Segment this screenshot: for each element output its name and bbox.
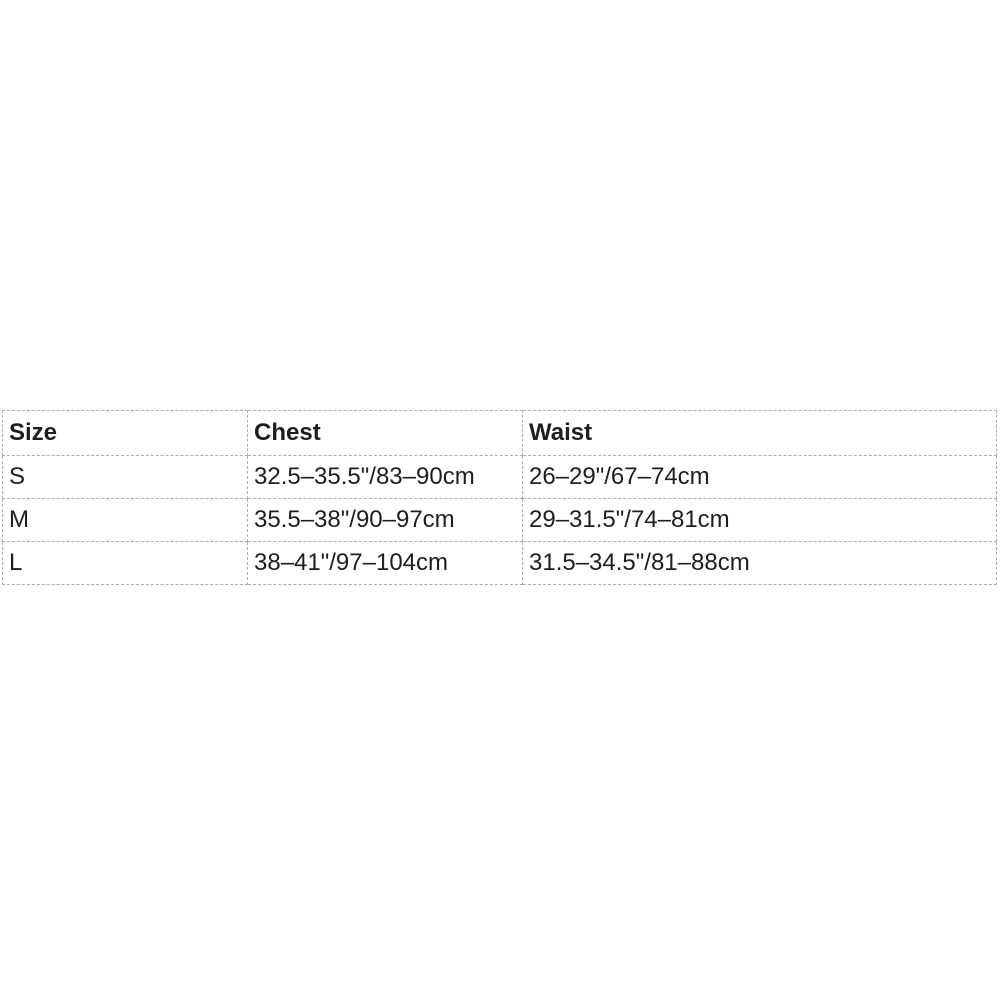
size-chart-table: Size Chest Waist S 32.5–35.5"/83–90cm 26…	[2, 410, 997, 585]
table-row-s: S 32.5–35.5"/83–90cm 26–29"/67–74cm	[2, 455, 997, 499]
size-chart-header-row: Size Chest Waist	[2, 410, 997, 456]
size-cell: L	[2, 541, 248, 585]
size-cell: M	[2, 498, 248, 542]
table-row-l: L 38–41"/97–104cm 31.5–34.5"/81–88cm	[2, 541, 997, 585]
waist-cell: 31.5–34.5"/81–88cm	[522, 541, 997, 585]
chest-cell: 32.5–35.5"/83–90cm	[247, 455, 523, 499]
column-header-waist: Waist	[522, 410, 997, 456]
waist-cell: 26–29"/67–74cm	[522, 455, 997, 499]
size-cell: S	[2, 455, 248, 499]
chest-cell: 35.5–38"/90–97cm	[247, 498, 523, 542]
table-row-m: M 35.5–38"/90–97cm 29–31.5"/74–81cm	[2, 498, 997, 542]
waist-cell: 29–31.5"/74–81cm	[522, 498, 997, 542]
chest-cell: 38–41"/97–104cm	[247, 541, 523, 585]
column-header-chest: Chest	[247, 410, 523, 456]
column-header-size: Size	[2, 410, 248, 456]
